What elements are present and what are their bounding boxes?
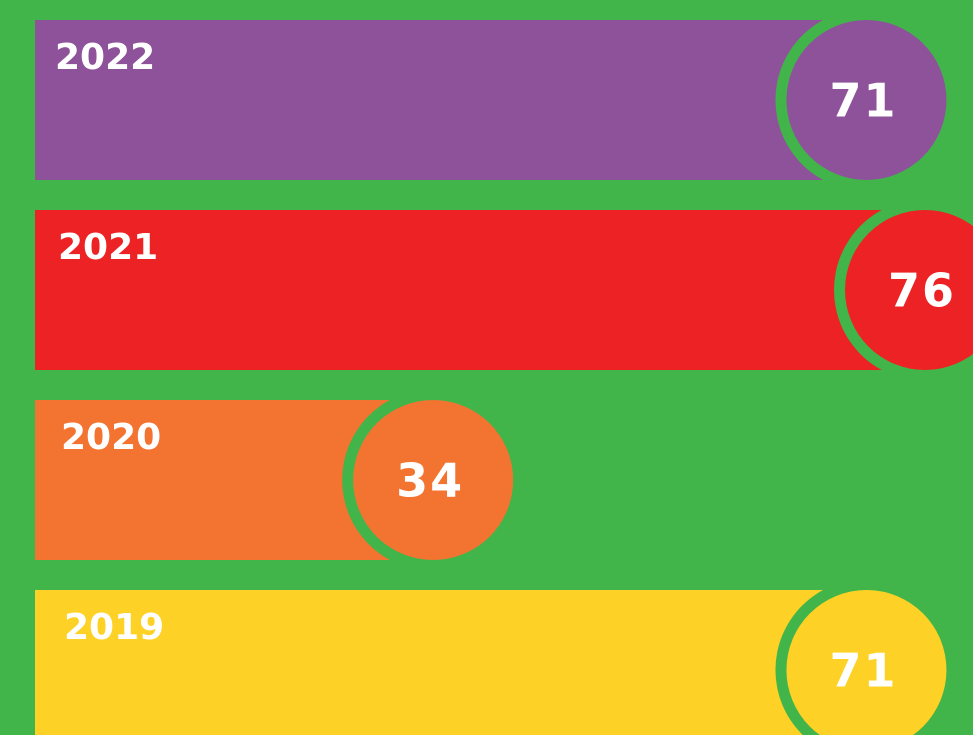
value-badge [786, 20, 947, 180]
value-badge [353, 400, 514, 560]
category-label: 2022 [55, 37, 155, 78]
category-label: 2020 [61, 417, 161, 458]
value-label: 71 [829, 644, 897, 698]
bar [35, 20, 867, 180]
bar [35, 210, 925, 370]
value-label: 71 [829, 74, 897, 128]
category-label: 2019 [64, 607, 164, 648]
value-label: 34 [396, 454, 464, 508]
bar [35, 590, 867, 735]
category-label: 2021 [58, 227, 158, 268]
value-badge [786, 590, 947, 735]
value-badge [845, 210, 973, 370]
value-label: 76 [888, 264, 956, 318]
